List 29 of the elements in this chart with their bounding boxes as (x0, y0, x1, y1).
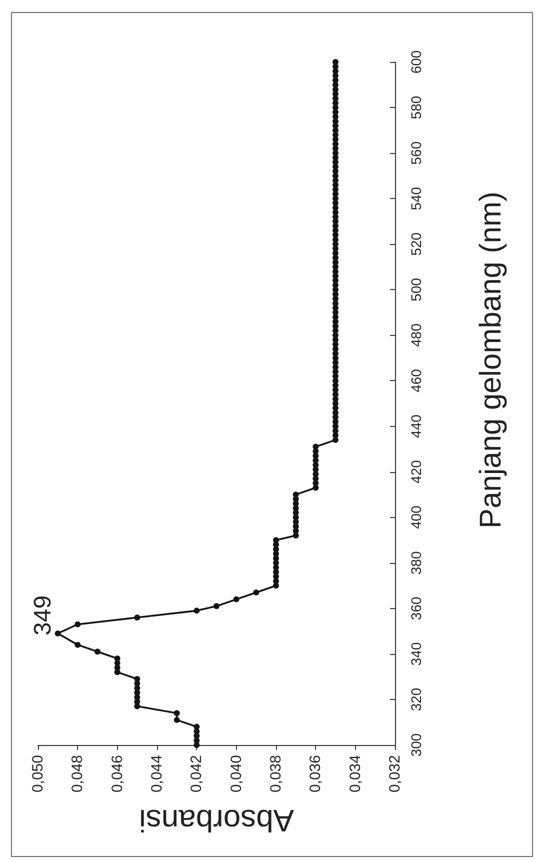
y-tick-label: 400 (408, 505, 424, 530)
x-tick-label: 0,044 (148, 755, 166, 793)
y-tick-label: 500 (408, 278, 424, 302)
y-tick-label: 300 (408, 733, 424, 757)
x-tick-label: 0,040 (228, 755, 245, 793)
x-tick-label: 0,050 (30, 755, 46, 793)
y-tick-label: 340 (408, 642, 424, 666)
y-tick-label: 480 (408, 323, 424, 347)
y-tick-label: 440 (408, 414, 424, 438)
y-tick-label: 420 (408, 460, 424, 484)
x-axis-title: Absorbansi (138, 803, 294, 838)
y-tick-label: 460 (408, 368, 424, 392)
x-tick-label: 0,034 (346, 755, 364, 793)
x-tick-label: 0,032 (386, 755, 404, 793)
x-tick-label: 0,048 (69, 755, 86, 793)
y-tick-label: 600 (408, 50, 424, 74)
y-tick-label: 360 (408, 596, 424, 620)
x-tick-label: 0,038 (268, 755, 284, 793)
x-tick-label: 0,046 (108, 755, 126, 793)
y-tick-label: 580 (408, 96, 424, 120)
x-tick-label: 0,036 (307, 755, 324, 793)
x-tick-label: 0,042 (188, 755, 206, 793)
y-tick-label: 320 (408, 688, 424, 712)
y-tick-label: 520 (408, 232, 424, 256)
y-axis-title: Panjang gelombang (nm) (474, 192, 508, 528)
y-tick-label: 560 (408, 141, 424, 165)
y-tick-label: 540 (408, 186, 424, 210)
annotation: 349 (29, 595, 56, 636)
y-tick-label: 380 (408, 550, 424, 575)
